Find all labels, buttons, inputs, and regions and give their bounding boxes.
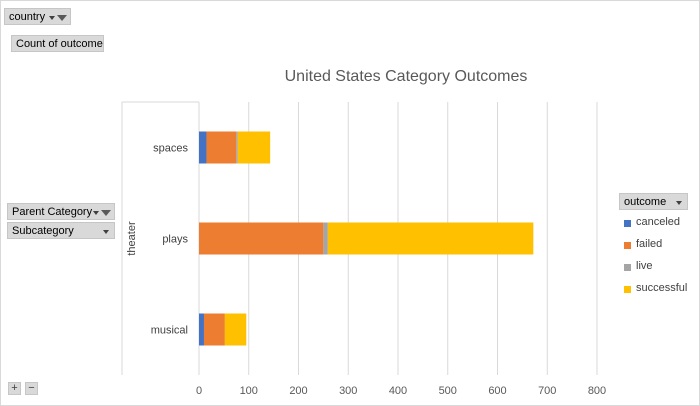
funnel-icon [101, 209, 111, 216]
legend-label: live [636, 260, 653, 272]
subcategory-button[interactable]: Subcategory [7, 222, 115, 239]
category-label: spaces [153, 143, 188, 155]
x-tick-label: 600 [488, 385, 506, 397]
bar-segment-successful [327, 222, 534, 255]
subcategory-label: Subcategory [12, 225, 74, 237]
bar-segment-failed [203, 313, 225, 346]
legend-swatch [624, 286, 631, 293]
bar-segment-failed [206, 131, 237, 164]
bar-segment-live [323, 222, 328, 255]
outcome-field-label: outcome [624, 196, 667, 208]
country-filter-button[interactable]: country [4, 8, 71, 25]
x-tick-label: 200 [289, 385, 307, 397]
bars [199, 131, 534, 346]
dropdown-arrow-icon [93, 210, 99, 215]
parent-category-button[interactable]: Parent Category [7, 203, 115, 220]
category-label: musical [151, 325, 188, 337]
bar-segment-successful [224, 313, 247, 346]
x-tick-label: 500 [439, 385, 457, 397]
legend-swatch [624, 242, 631, 249]
values-field-label: Count of outcome [16, 38, 103, 50]
x-tick-label: 100 [240, 385, 258, 397]
legend-swatch [624, 264, 631, 271]
expand-button[interactable]: + [8, 382, 21, 395]
bar-segment-canceled [199, 131, 207, 164]
chart-title: United States Category Outcomes [285, 68, 528, 85]
legend-swatch [624, 220, 631, 227]
collapse-button[interactable]: − [25, 382, 38, 395]
x-tick-label: 0 [196, 385, 202, 397]
legend-label: failed [636, 238, 663, 250]
country-field-label: country [9, 11, 46, 23]
x-tick-label: 800 [588, 385, 606, 397]
x-tick-label: 400 [389, 385, 407, 397]
funnel-icon [57, 14, 67, 21]
dropdown-arrow-icon [103, 229, 109, 234]
group-label: theater [126, 221, 138, 256]
legend-label: successful [636, 282, 688, 294]
legend-label: canceled [636, 216, 681, 228]
parent-category-label: Parent Category [12, 206, 93, 218]
bar-segment-successful [237, 131, 271, 164]
x-tick-label: 700 [538, 385, 556, 397]
dropdown-arrow-icon [49, 15, 55, 20]
bar-segment-canceled [199, 313, 204, 346]
dropdown-arrow-icon [676, 200, 682, 205]
outcome-legend-button[interactable]: outcome [619, 193, 688, 210]
values-field-button[interactable]: Count of outcome [11, 35, 104, 52]
bar-segment-failed [199, 222, 324, 255]
axis-labels: United States Category Outcomes 0 100 200 30… [126, 68, 606, 397]
category-label: plays [162, 234, 188, 246]
x-tick-label: 300 [339, 385, 357, 397]
bar-segment-live [236, 131, 238, 164]
